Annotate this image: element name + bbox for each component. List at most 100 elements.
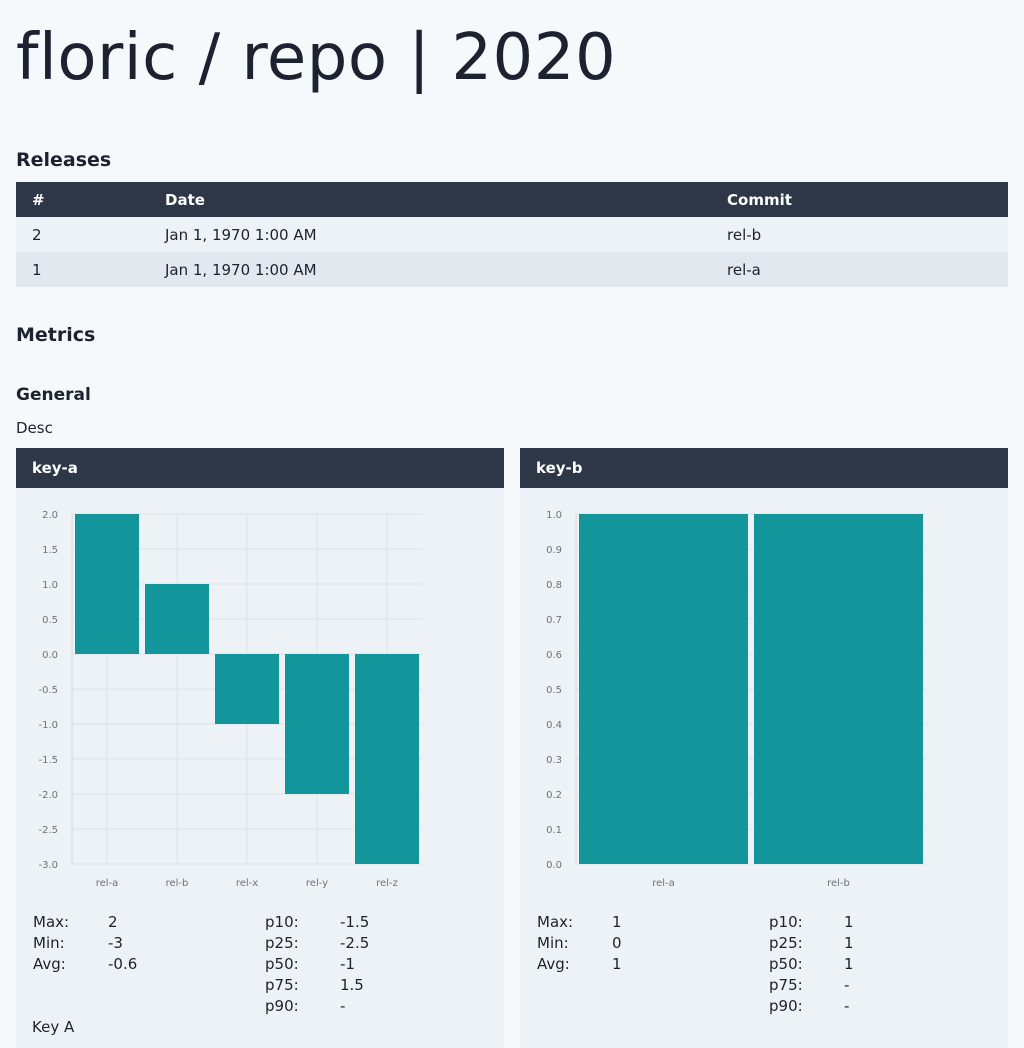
stat-avg: Avg: -0.6 — [33, 954, 137, 975]
y-tick-label: 0.4 — [546, 720, 562, 731]
bar-rel-y[interactable] — [285, 654, 349, 794]
x-tick-label: rel-b — [166, 878, 189, 889]
bar-rel-b[interactable] — [145, 584, 209, 654]
releases-table: # Date Commit 2 Jan 1, 1970 1:00 AM rel-… — [16, 182, 1008, 287]
y-tick-label: 0.3 — [546, 755, 562, 766]
stat-value: -1 — [340, 955, 355, 973]
stat-value: 1 — [844, 934, 854, 952]
y-tick-label: 0.6 — [546, 650, 562, 661]
release-commit: rel-a — [711, 252, 1008, 287]
stat-label: p90: — [265, 997, 299, 1015]
x-tick-label: rel-x — [236, 878, 258, 889]
y-tick-label: 2.0 — [42, 510, 58, 521]
release-date: Jan 1, 1970 1:00 AM — [149, 217, 711, 252]
stat-p90: p90: - — [265, 996, 369, 1017]
bar-rel-b[interactable] — [754, 514, 923, 864]
stat-label: p25: — [265, 934, 299, 952]
y-tick-label: 1.0 — [546, 510, 562, 521]
stat-label: p50: — [769, 955, 803, 973]
group-title: General — [16, 385, 91, 405]
stat-p75: p75: - — [769, 975, 854, 996]
y-tick-label: 1.0 — [42, 580, 58, 591]
page-title: floric / repo | 2020 — [16, 21, 617, 95]
stat-value: - — [340, 997, 346, 1015]
group-description: Desc — [16, 419, 53, 437]
y-tick-label: 0.0 — [42, 650, 58, 661]
y-tick-label: -0.5 — [38, 685, 58, 696]
stat-label: p75: — [265, 976, 299, 994]
y-tick-label: -2.0 — [38, 790, 58, 801]
x-tick-label: rel-a — [652, 878, 675, 889]
card-footer-label: Key A — [32, 1018, 75, 1036]
bar-rel-x[interactable] — [215, 654, 279, 724]
bar-chart-key-a: -3.0 -2.5 -2.0 -1.5 -1.0 -0.5 0.0 0.5 1.0 1.5 2.0 r… — [38, 510, 422, 889]
stat-label: Max: — [537, 913, 574, 931]
stat-label: p25: — [769, 934, 803, 952]
x-tick-label: rel-b — [827, 878, 850, 889]
stat-min: Min: 0 — [537, 933, 622, 954]
stat-p50: p50: -1 — [265, 954, 369, 975]
stat-p10: p10: 1 — [769, 912, 854, 933]
stat-value: 0 — [612, 934, 622, 952]
stat-p10: p10: -1.5 — [265, 912, 369, 933]
stat-label: p90: — [769, 997, 803, 1015]
card-title: key-b — [520, 448, 1008, 488]
y-tick-label: 0.5 — [546, 685, 562, 696]
stat-value: 1 — [612, 913, 622, 931]
releases-header-row: # Date Commit — [16, 182, 1008, 217]
stat-label: p10: — [265, 913, 299, 931]
stat-p25: p25: -2.5 — [265, 933, 369, 954]
stat-max: Max: 2 — [33, 912, 137, 933]
stat-value: 1 — [844, 955, 854, 973]
y-tick-label: 0.7 — [546, 615, 562, 626]
table-row: 2 Jan 1, 1970 1:00 AM rel-b — [16, 217, 1008, 252]
y-tick-label: 1.5 — [42, 545, 58, 556]
bar-rel-z[interactable] — [355, 654, 419, 864]
stat-label: Avg: — [33, 955, 66, 973]
stat-value: -1.5 — [340, 913, 370, 931]
release-number: 2 — [16, 217, 149, 252]
stat-value: 1 — [844, 913, 854, 931]
metrics-heading: Metrics — [16, 324, 96, 346]
y-tick-label: -3.0 — [38, 860, 58, 871]
stat-value: - — [844, 976, 850, 994]
stat-label: Max: — [33, 913, 70, 931]
bar-rel-a[interactable] — [75, 514, 139, 654]
y-tick-label: 0.2 — [546, 790, 562, 801]
stats-percentiles: p10: 1 p25: 1 p50: 1 p75: - p90: - — [769, 912, 854, 1017]
column-header-commit: Commit — [711, 182, 1008, 217]
stats-summary: Max: 2 Min: -3 Avg: -0.6 — [33, 912, 137, 975]
stat-value: 1.5 — [340, 976, 364, 994]
stat-value: -0.6 — [108, 955, 138, 973]
y-tick-label: 0.0 — [546, 860, 562, 871]
stats-percentiles: p10: -1.5 p25: -2.5 p50: -1 p75: 1.5 p90: - — [265, 912, 369, 1017]
stat-label: Min: — [33, 934, 65, 952]
stat-avg: Avg: 1 — [537, 954, 622, 975]
card-title: key-a — [16, 448, 504, 488]
y-tick-label: -1.5 — [38, 755, 58, 766]
release-number: 1 — [16, 252, 149, 287]
release-date: Jan 1, 1970 1:00 AM — [149, 252, 711, 287]
column-header-date: Date — [149, 182, 711, 217]
y-tick-label: 0.5 — [42, 615, 58, 626]
y-tick-label: -1.0 — [38, 720, 58, 731]
stat-value: -3 — [108, 934, 123, 952]
table-row: 1 Jan 1, 1970 1:00 AM rel-a — [16, 252, 1008, 287]
stat-p75: p75: 1.5 — [265, 975, 369, 996]
stat-label: p75: — [769, 976, 803, 994]
stat-label: p50: — [265, 955, 299, 973]
bar-chart-key-b: 0.0 0.1 0.2 0.3 0.4 0.5 0.6 0.7 0.8 0.9 1.0 rel-a re… — [546, 510, 926, 889]
column-header-number: # — [16, 182, 149, 217]
releases-heading: Releases — [16, 149, 112, 171]
bar-rel-a[interactable] — [579, 514, 748, 864]
y-tick-label: -2.5 — [38, 825, 58, 836]
stat-value: 2 — [108, 913, 118, 931]
stat-min: Min: -3 — [33, 933, 137, 954]
y-tick-label: 0.8 — [546, 580, 562, 591]
x-tick-label: rel-z — [376, 878, 398, 889]
y-tick-label: 0.1 — [546, 825, 562, 836]
stat-p90: p90: - — [769, 996, 854, 1017]
stat-value: 1 — [612, 955, 622, 973]
x-tick-label: rel-y — [306, 878, 328, 889]
x-tick-label: rel-a — [96, 878, 119, 889]
